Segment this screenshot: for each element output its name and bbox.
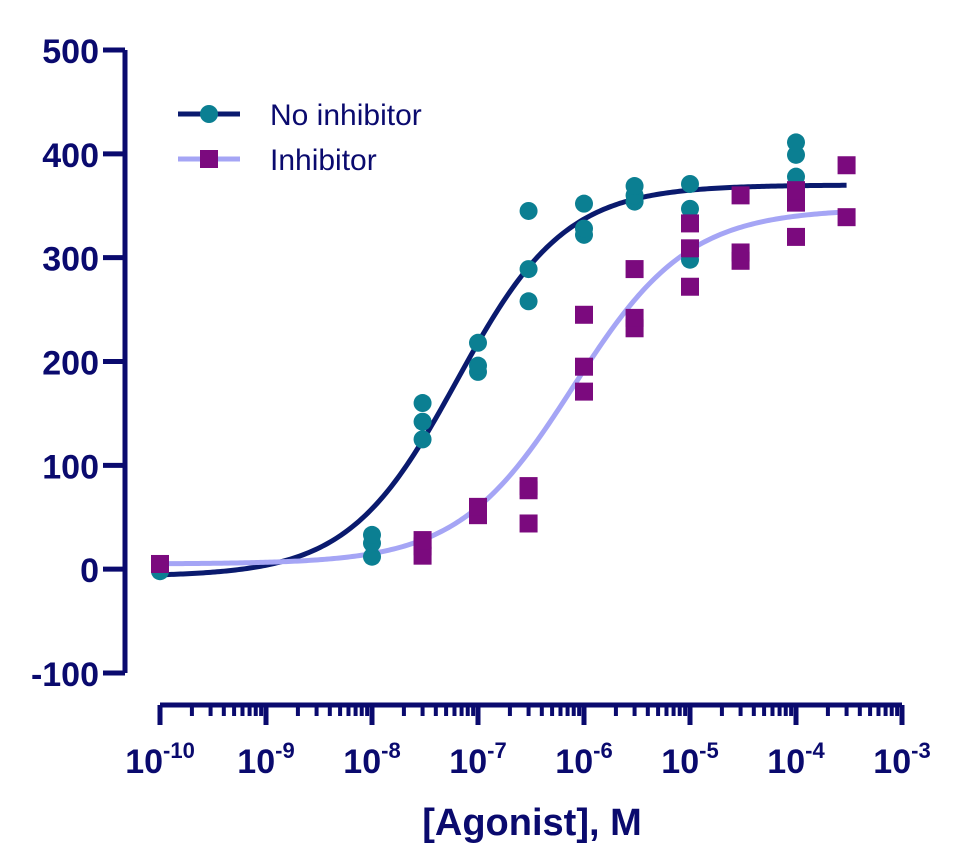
data-point-inhibitor xyxy=(681,277,699,296)
data-point-inhibitor xyxy=(519,477,538,496)
data-point-inhibitor xyxy=(469,497,487,516)
data-point-no-inhibitor xyxy=(413,412,432,431)
y-tick-label: -100 xyxy=(31,656,99,694)
data-point-no-inhibitor xyxy=(519,260,538,279)
data-point-no-inhibitor xyxy=(413,394,432,413)
y-tick-label: 200 xyxy=(42,345,99,383)
x-tick-label: 10-5 xyxy=(661,738,718,781)
data-point-inhibitor xyxy=(787,227,805,246)
data-point-inhibitor xyxy=(787,181,805,200)
data-point-no-inhibitor xyxy=(519,292,538,311)
data-point-inhibitor xyxy=(625,308,644,327)
data-point-inhibitor xyxy=(519,514,538,533)
data-point-no-inhibitor xyxy=(363,547,381,566)
data-point-no-inhibitor xyxy=(469,356,487,375)
data-point-no-inhibitor xyxy=(787,133,805,152)
y-tick-label: 300 xyxy=(42,241,99,279)
data-point-no-inhibitor xyxy=(787,145,805,164)
data-point-inhibitor xyxy=(837,156,856,175)
data-point-inhibitor xyxy=(681,214,699,233)
data-point-no-inhibitor xyxy=(363,525,381,544)
y-axis: -100 0 100 200 300 400 500 xyxy=(31,33,128,694)
data-point-inhibitor xyxy=(575,305,593,324)
data-point-inhibitor xyxy=(413,531,432,550)
data-point-no-inhibitor xyxy=(469,333,487,352)
data-point-inhibitor xyxy=(151,554,169,573)
y-tick-label: 400 xyxy=(42,137,99,175)
data-points xyxy=(151,133,856,581)
x-tick-label: 10-3 xyxy=(873,738,930,781)
legend-label-no-inhibitor: No inhibitor xyxy=(270,99,422,132)
data-point-no-inhibitor xyxy=(681,199,699,218)
x-tick-label: 10-7 xyxy=(449,738,506,781)
y-tick-label: 0 xyxy=(80,552,99,590)
data-point-inhibitor xyxy=(837,208,856,227)
data-point-no-inhibitor xyxy=(625,177,644,196)
data-point-no-inhibitor xyxy=(519,201,538,220)
x-tick-label: 10-4 xyxy=(767,738,825,781)
data-point-inhibitor xyxy=(575,357,593,376)
legend-marker-inhibitor xyxy=(200,150,218,168)
data-point-no-inhibitor xyxy=(575,219,593,238)
data-point-inhibitor xyxy=(731,243,750,262)
data-point-inhibitor xyxy=(731,186,750,205)
x-tick-label: 10-6 xyxy=(555,738,612,781)
data-point-no-inhibitor xyxy=(681,174,699,193)
x-tick-label: 10-9 xyxy=(237,738,294,781)
data-point-no-inhibitor xyxy=(575,194,593,213)
x-axis: 10-10 10-9 10-8 10-7 10-6 10-5 10-4 10-3 xyxy=(125,702,931,781)
data-point-inhibitor xyxy=(625,260,644,279)
y-tick-label: 100 xyxy=(42,448,99,486)
data-point-inhibitor xyxy=(575,382,593,401)
y-tick-label: 500 xyxy=(42,33,99,71)
legend-marker-no-inhibitor xyxy=(200,105,218,123)
legend-label-inhibitor: Inhibitor xyxy=(270,144,377,177)
data-point-no-inhibitor xyxy=(413,430,432,449)
fit-curve-inhibitor xyxy=(159,209,847,567)
x-tick-label: 10-10 xyxy=(125,738,195,781)
x-axis-title: [Agonist], M xyxy=(422,802,642,844)
data-point-inhibitor xyxy=(681,239,699,258)
x-tick-label: 10-8 xyxy=(343,738,400,781)
legend: No inhibitor Inhibitor xyxy=(178,99,422,177)
